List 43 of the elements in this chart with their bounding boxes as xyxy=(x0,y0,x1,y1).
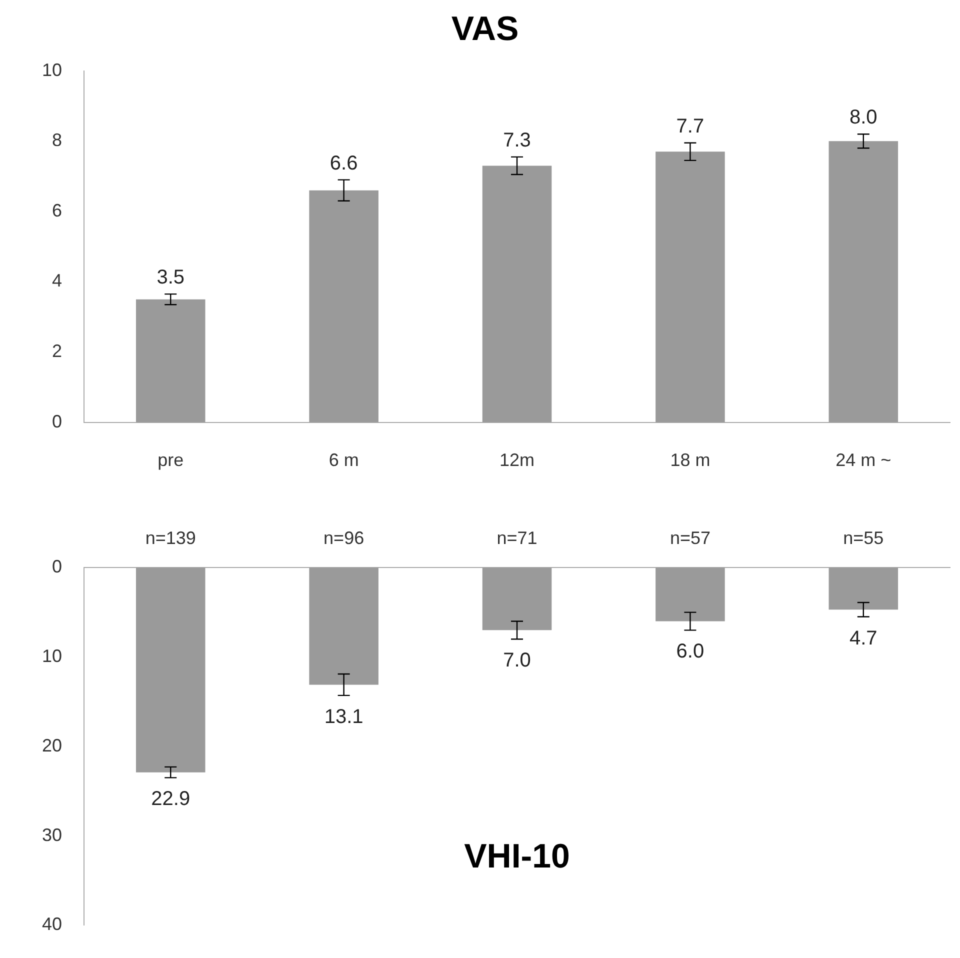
bar xyxy=(309,190,378,422)
data-label: 8.0 xyxy=(849,106,878,129)
bar xyxy=(136,568,206,772)
y-tick-label: 6 xyxy=(52,200,62,220)
bar xyxy=(828,141,898,422)
text: VHI-10 xyxy=(464,838,570,876)
x-tick-label: pre xyxy=(158,450,184,470)
bar xyxy=(656,568,725,622)
y-tick-label: 10 xyxy=(42,646,62,666)
data-label: 13.1 xyxy=(324,706,364,728)
x-tick-label: 24 m ~ xyxy=(836,450,892,470)
y-tick-label: 20 xyxy=(42,735,62,756)
bar xyxy=(136,299,206,422)
data-label: 3.5 xyxy=(156,266,185,289)
chart-title: VAS xyxy=(451,10,519,48)
y-tick-label: 40 xyxy=(42,914,62,934)
y-tick-label: 2 xyxy=(52,341,62,362)
x-tick-label: 18 m xyxy=(670,450,710,470)
x-tick-label: n=57 xyxy=(670,528,710,548)
x-tick-label: n=55 xyxy=(843,528,884,548)
y-tick-label: 30 xyxy=(42,824,62,845)
data-label: 6.6 xyxy=(330,152,358,174)
data-label: 6.0 xyxy=(676,640,704,663)
bar xyxy=(482,568,552,630)
data-label: 4.7 xyxy=(849,627,878,650)
x-tick-label: 6 m xyxy=(328,450,359,470)
y-tick-label: 4 xyxy=(52,270,62,291)
y-tick-label: 8 xyxy=(52,130,62,150)
y-tick-label: 0 xyxy=(52,411,62,432)
data-label: 7.7 xyxy=(676,115,704,138)
x-tick-label: n=71 xyxy=(496,528,538,548)
bar xyxy=(309,568,378,685)
data-label: 7.0 xyxy=(503,650,531,672)
bar xyxy=(482,166,552,422)
x-tick-label: n=96 xyxy=(324,528,364,548)
y-tick-label: 10 xyxy=(42,60,62,80)
x-tick-label: n=139 xyxy=(145,528,196,548)
x-tick-label: 12m xyxy=(500,450,535,470)
data-label: 7.3 xyxy=(503,129,531,152)
bar xyxy=(656,152,725,422)
y-tick-label: 0 xyxy=(52,556,62,577)
data-label: 22.9 xyxy=(151,788,190,810)
bar xyxy=(828,568,898,610)
